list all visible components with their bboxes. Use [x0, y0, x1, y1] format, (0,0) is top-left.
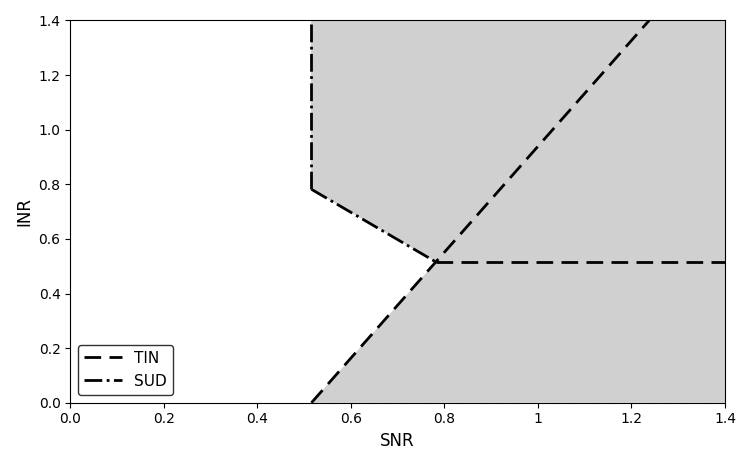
Polygon shape	[312, 20, 725, 403]
SUD	[307, 18, 316, 23]
Y-axis label: INR: INR	[15, 197, 33, 226]
Polygon shape	[312, 20, 725, 262]
X-axis label: SNR: SNR	[380, 432, 415, 450]
SUD	[307, 186, 316, 192]
Legend: TIN, SUD: TIN, SUD	[78, 345, 173, 395]
